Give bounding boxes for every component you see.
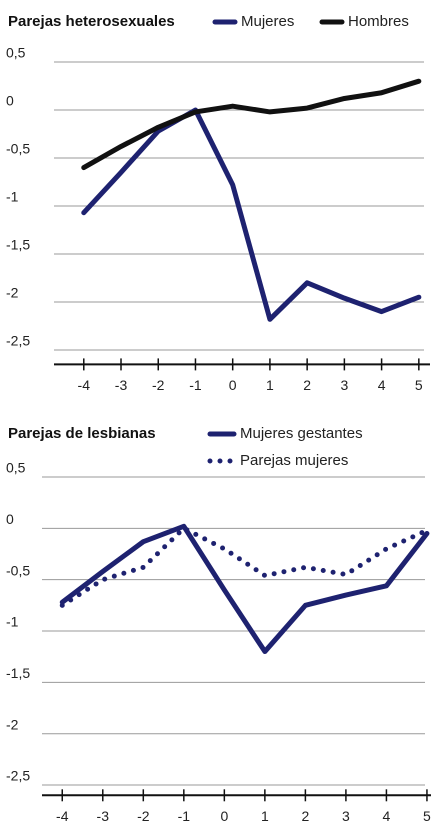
y-tick-label: -2,5 bbox=[6, 333, 30, 349]
chart-title: Parejas heterosexuales bbox=[8, 13, 175, 30]
x-tick-label: 2 bbox=[303, 377, 311, 393]
legend-label: Mujeres bbox=[241, 13, 294, 30]
y-tick-label: -1 bbox=[6, 614, 19, 630]
x-tick-label: 0 bbox=[229, 377, 237, 393]
x-tick-label: 0 bbox=[220, 808, 228, 824]
y-tick-label: -0,5 bbox=[6, 141, 30, 157]
series-line bbox=[81, 78, 422, 171]
x-tick-label: -3 bbox=[115, 377, 128, 393]
x-tick-label: 2 bbox=[301, 808, 309, 824]
series-line bbox=[59, 523, 430, 655]
x-tick-label: 4 bbox=[378, 377, 386, 393]
legend-label: Mujeres gestantes bbox=[240, 425, 363, 442]
y-tick-label: 0 bbox=[6, 93, 14, 109]
x-tick-label: 3 bbox=[342, 808, 350, 824]
y-tick-label: 0,5 bbox=[6, 45, 26, 61]
y-tick-label: -2 bbox=[6, 285, 19, 301]
x-tick-label: -1 bbox=[189, 377, 202, 393]
y-tick-label: 0,5 bbox=[6, 460, 26, 476]
x-tick-label: -1 bbox=[178, 808, 191, 824]
legend-label: Parejas mujeres bbox=[240, 452, 348, 469]
y-tick-label: -2,5 bbox=[6, 768, 30, 784]
x-tick-label: -3 bbox=[97, 808, 110, 824]
x-tick-label: -4 bbox=[56, 808, 69, 824]
x-tick-label: -4 bbox=[78, 377, 91, 393]
y-tick-label: -2 bbox=[6, 716, 19, 732]
y-tick-label: -1 bbox=[6, 189, 19, 205]
x-tick-label: -2 bbox=[152, 377, 165, 393]
series-line bbox=[81, 107, 422, 322]
x-tick-label: 4 bbox=[383, 808, 391, 824]
series-line bbox=[59, 525, 430, 608]
x-tick-label: 5 bbox=[415, 377, 423, 393]
x-tick-label: 1 bbox=[261, 808, 269, 824]
y-tick-label: -1,5 bbox=[6, 237, 30, 253]
y-tick-label: -0,5 bbox=[6, 562, 30, 578]
legend-label: Hombres bbox=[348, 13, 409, 30]
x-tick-label: 3 bbox=[340, 377, 348, 393]
chart-title: Parejas de lesbianas bbox=[8, 425, 156, 442]
x-tick-label: 1 bbox=[266, 377, 274, 393]
x-tick-label: 5 bbox=[423, 808, 431, 824]
y-tick-label: -1,5 bbox=[6, 665, 30, 681]
x-tick-label: -2 bbox=[137, 808, 150, 824]
y-tick-label: 0 bbox=[6, 511, 14, 527]
